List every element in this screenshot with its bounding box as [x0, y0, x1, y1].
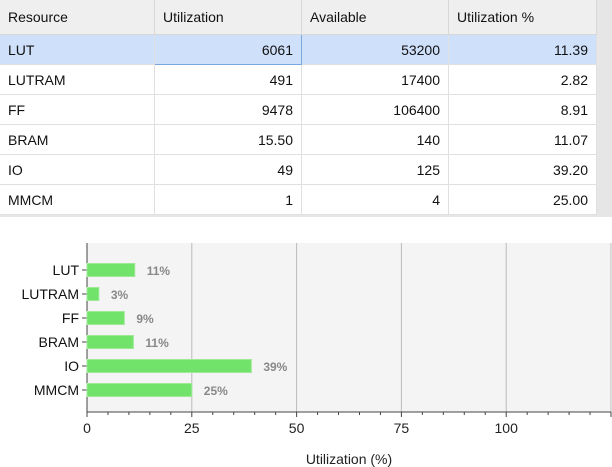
- table-cell[interactable]: 49: [154, 154, 302, 185]
- table-cell[interactable]: 25.00: [448, 184, 597, 215]
- x-tick-label: 75: [394, 420, 410, 436]
- table-cell[interactable]: 4: [301, 184, 449, 215]
- table-cell[interactable]: 17400: [301, 64, 449, 95]
- x-tick-label: 25: [184, 420, 200, 436]
- table-body: LUT 6061 53200 11.39 LUTRAM 491 17400 2.82 FF 947…: [0, 34, 597, 215]
- table-row[interactable]: BRAM 15.50 140 11.07: [0, 124, 597, 155]
- bar-lutram: [86, 287, 100, 301]
- table-row[interactable]: IO 49 125 39.20: [0, 154, 597, 185]
- table-cell[interactable]: BRAM: [0, 124, 155, 155]
- column-header[interactable]: Utilization: [154, 0, 302, 35]
- utilization-chart: 0 25 50 75 100 Utilization (%) LUT 11% LUTRAM 3% F…: [21, 243, 612, 467]
- x-tick-label: 0: [83, 420, 91, 436]
- bar-bram: [86, 335, 134, 349]
- table-cell[interactable]: MMCM: [0, 184, 155, 215]
- table-cell[interactable]: LUTRAM: [0, 64, 155, 95]
- table-row[interactable]: MMCM 1 4 25.00: [0, 184, 597, 215]
- table-cell[interactable]: 106400: [301, 94, 449, 125]
- category-label: MMCM: [34, 382, 79, 398]
- bar-mmcm: [86, 383, 193, 397]
- x-tick-label: 50: [289, 420, 305, 436]
- x-axis-label: Utilization (%): [306, 451, 392, 467]
- table-cell[interactable]: 9478: [154, 94, 302, 125]
- column-header[interactable]: Utilization %: [448, 0, 597, 35]
- category-label: LUT: [53, 262, 80, 278]
- table-cell[interactable]: 1: [154, 184, 302, 215]
- data-label: 11%: [147, 264, 171, 278]
- table-cell[interactable]: IO: [0, 154, 155, 185]
- table-cell[interactable]: 53200: [301, 34, 449, 65]
- table-cell[interactable]: 491: [154, 64, 302, 95]
- table-cell[interactable]: 15.50: [154, 124, 302, 155]
- table-row[interactable]: FF 9478 106400 8.91: [0, 94, 597, 125]
- data-label: 25%: [204, 384, 228, 398]
- table-cell[interactable]: FF: [0, 94, 155, 125]
- data-label: 11%: [145, 336, 169, 350]
- table-cell[interactable]: 2.82: [448, 64, 597, 95]
- data-label: 9%: [136, 312, 154, 326]
- table-cell[interactable]: 11.07: [448, 124, 597, 155]
- column-header[interactable]: Resource: [0, 0, 155, 35]
- bar-lut: [86, 263, 136, 277]
- data-label: 39%: [263, 360, 287, 374]
- category-label: FF: [62, 310, 79, 326]
- x-tick-label: 100: [495, 420, 519, 436]
- category-label: IO: [64, 358, 79, 374]
- table-cell[interactable]: 11.39: [448, 34, 597, 65]
- table-cell[interactable]: 6061: [154, 34, 302, 65]
- bar-io: [86, 359, 252, 373]
- table-row[interactable]: LUTRAM 491 17400 2.82: [0, 64, 597, 95]
- column-header[interactable]: Available: [301, 0, 449, 35]
- header-row: Resource Utilization Available Utilization …: [0, 0, 597, 35]
- table-cell[interactable]: 140: [301, 124, 449, 155]
- utilization-table: Resource Utilization Available Utilization …: [0, 0, 597, 215]
- utilization-table-panel: Resource Utilization Available Utilization …: [0, 0, 612, 217]
- table-cell[interactable]: LUT: [0, 34, 155, 65]
- data-label: 3%: [111, 288, 129, 302]
- category-label: LUTRAM: [21, 286, 79, 302]
- category-label: BRAM: [39, 334, 79, 350]
- table-row[interactable]: LUT 6061 53200 11.39: [0, 34, 597, 65]
- table-cell[interactable]: 8.91: [448, 94, 597, 125]
- table-cell[interactable]: 39.20: [448, 154, 597, 185]
- bar-ff: [86, 311, 125, 325]
- table-cell[interactable]: 125: [301, 154, 449, 185]
